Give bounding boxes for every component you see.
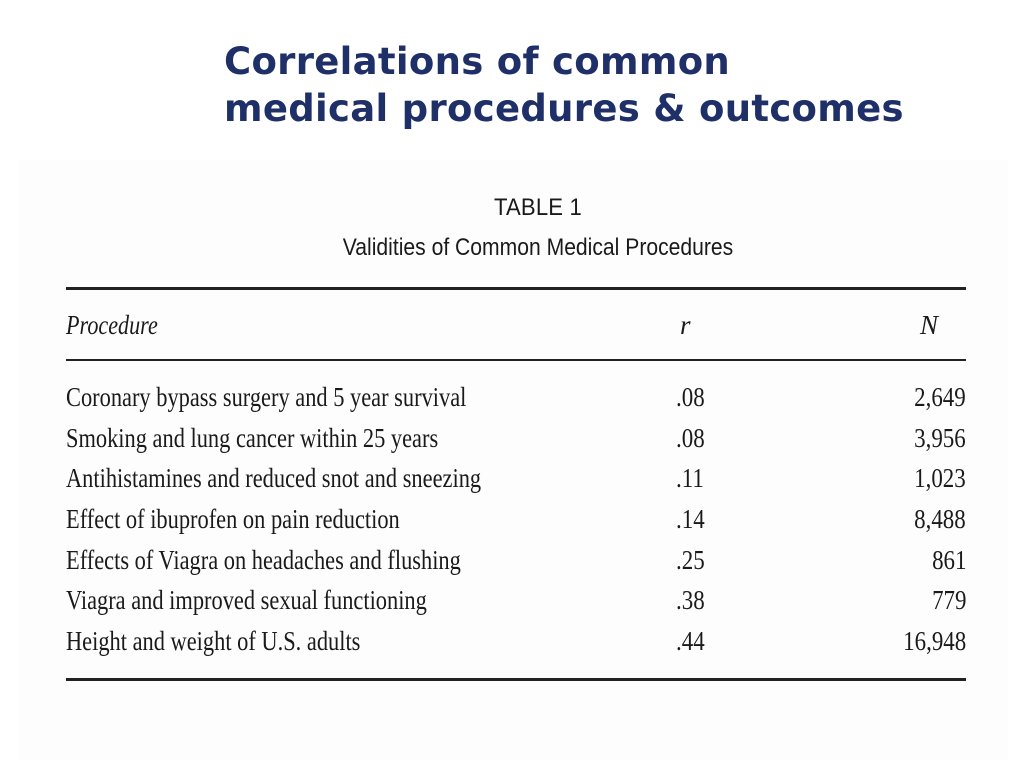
cell-r: .38 bbox=[676, 585, 705, 616]
cell-procedure: Effect of ibuprofen on pain reduction bbox=[66, 504, 400, 535]
table-row: Height and weight of U.S. adults .44 16,… bbox=[66, 626, 966, 667]
table-number: TABLE 1 bbox=[493, 194, 583, 221]
cell-r: .25 bbox=[676, 544, 705, 575]
table-title: Validities of Common Medical Procedures bbox=[342, 234, 734, 261]
cell-n: 3,956 bbox=[914, 422, 966, 453]
cell-procedure: Effects of Viagra on headaches and flush… bbox=[66, 544, 461, 575]
table-body: Coronary bypass surgery and 5 year survi… bbox=[66, 382, 966, 667]
table-figure: TABLE 1 Validities of Common Medical Pro… bbox=[18, 160, 1008, 760]
cell-n: 2,649 bbox=[914, 382, 966, 412]
slide-title-line-1: Correlations of common bbox=[224, 40, 731, 83]
cell-r: .14 bbox=[676, 504, 705, 535]
cell-n: 779 bbox=[931, 585, 966, 616]
cell-procedure: Smoking and lung cancer within 25 years bbox=[66, 422, 439, 453]
cell-procedure: Antihistamines and reduced snot and snee… bbox=[66, 463, 482, 494]
column-header-n: N bbox=[920, 310, 939, 340]
column-header-r: r bbox=[680, 310, 691, 340]
cell-procedure: Viagra and improved sexual functioning bbox=[66, 585, 427, 616]
cell-n: 8,488 bbox=[914, 504, 966, 535]
table-row: Effects of Viagra on headaches and flush… bbox=[66, 545, 966, 586]
table-top-rule bbox=[66, 287, 966, 290]
table-row: Antihistamines and reduced snot and snee… bbox=[66, 463, 966, 504]
table-row: Viagra and improved sexual functioning .… bbox=[66, 585, 966, 626]
table-row: Smoking and lung cancer within 25 years … bbox=[66, 423, 966, 464]
slide-title-line-2: medical procedures & outcomes bbox=[224, 87, 904, 130]
table-row: Coronary bypass surgery and 5 year survi… bbox=[66, 382, 966, 423]
table-row: Effect of ibuprofen on pain reduction .1… bbox=[66, 504, 966, 545]
table-bottom-rule bbox=[66, 678, 966, 681]
slide-title: Correlations of common medical procedure… bbox=[224, 38, 904, 132]
column-header-procedure: Procedure bbox=[66, 310, 158, 340]
cell-r: .44 bbox=[676, 626, 705, 657]
cell-procedure: Height and weight of U.S. adults bbox=[66, 626, 361, 657]
cell-r: .08 bbox=[676, 422, 705, 453]
cell-n: 16,948 bbox=[902, 626, 966, 657]
cell-n: 861 bbox=[931, 544, 966, 575]
cell-r: .11 bbox=[676, 463, 704, 494]
cell-r: .08 bbox=[676, 382, 705, 412]
cell-procedure: Coronary bypass surgery and 5 year survi… bbox=[66, 382, 467, 412]
cell-n: 1,023 bbox=[914, 463, 966, 494]
table-header-rule bbox=[66, 359, 966, 361]
